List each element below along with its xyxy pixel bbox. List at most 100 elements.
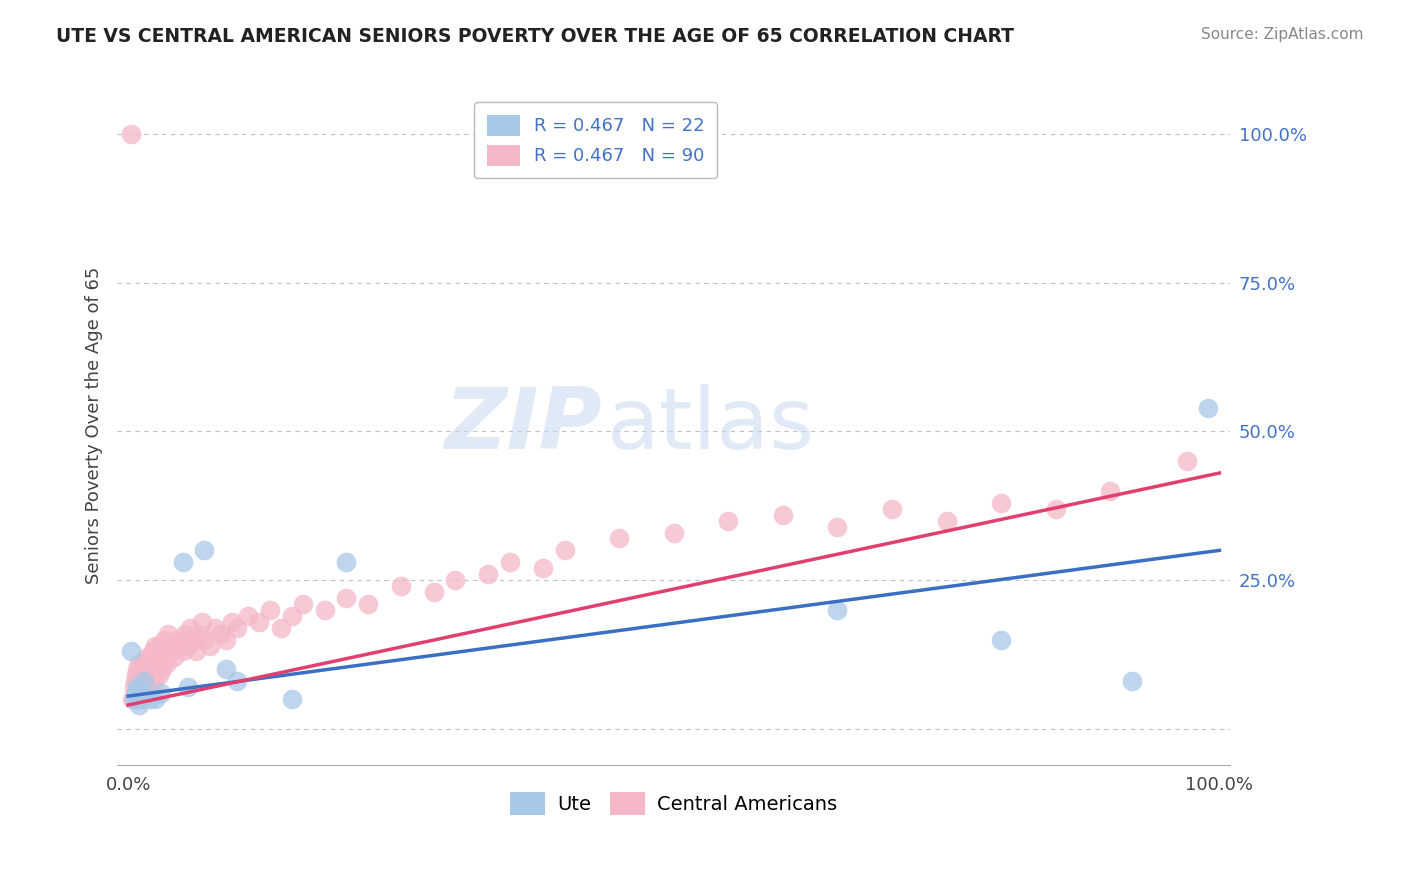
Point	[281, 608, 304, 623]
Point	[499, 555, 522, 569]
Point	[125, 680, 148, 694]
Point	[139, 674, 162, 689]
Point	[183, 632, 205, 647]
Point	[193, 543, 215, 558]
Point	[150, 662, 173, 676]
Point	[141, 668, 163, 682]
Point	[139, 692, 162, 706]
Point	[149, 657, 172, 671]
Point	[827, 603, 849, 617]
Point	[149, 686, 172, 700]
Point	[209, 626, 232, 640]
Point	[662, 525, 685, 540]
Legend: Ute, Central Americans: Ute, Central Americans	[502, 785, 845, 822]
Point	[139, 662, 162, 676]
Point	[281, 692, 304, 706]
Point	[128, 698, 150, 712]
Point	[122, 692, 145, 706]
Point	[155, 650, 177, 665]
Point	[177, 680, 200, 694]
Point	[184, 644, 207, 658]
Point	[314, 603, 336, 617]
Point	[198, 639, 221, 653]
Point	[172, 644, 194, 658]
Point	[146, 650, 169, 665]
Point	[554, 543, 576, 558]
Point	[335, 591, 357, 605]
Point	[143, 674, 166, 689]
Point	[204, 621, 226, 635]
Y-axis label: Seniors Poverty Over the Age of 65: Seniors Poverty Over the Age of 65	[86, 267, 103, 584]
Text: UTE VS CENTRAL AMERICAN SENIORS POVERTY OVER THE AGE OF 65 CORRELATION CHART: UTE VS CENTRAL AMERICAN SENIORS POVERTY …	[56, 27, 1014, 45]
Point	[128, 657, 150, 671]
Point	[335, 555, 357, 569]
Point	[177, 639, 200, 653]
Point	[270, 621, 292, 635]
Point	[122, 680, 145, 694]
Point	[127, 686, 149, 700]
Point	[422, 585, 444, 599]
Point	[444, 573, 467, 587]
Point	[145, 662, 167, 676]
Point	[193, 632, 215, 647]
Point	[1121, 674, 1143, 689]
Point	[772, 508, 794, 522]
Point	[134, 680, 156, 694]
Point	[247, 615, 270, 629]
Point	[827, 519, 849, 533]
Point	[191, 615, 214, 629]
Point	[880, 501, 903, 516]
Point	[1099, 483, 1122, 498]
Point	[142, 644, 165, 658]
Point	[136, 657, 159, 671]
Point	[259, 603, 281, 617]
Point	[135, 650, 157, 665]
Point	[145, 639, 167, 653]
Point	[139, 650, 162, 665]
Point	[132, 674, 155, 689]
Point	[169, 639, 191, 653]
Point	[166, 632, 188, 647]
Point	[131, 686, 153, 700]
Point	[120, 127, 142, 141]
Point	[125, 686, 148, 700]
Point	[215, 662, 238, 676]
Point	[129, 680, 152, 694]
Point	[125, 680, 148, 694]
Point	[990, 496, 1012, 510]
Point	[124, 674, 146, 689]
Text: ZIP: ZIP	[444, 384, 602, 467]
Point	[188, 626, 211, 640]
Point	[131, 692, 153, 706]
Point	[131, 657, 153, 671]
Point	[138, 668, 160, 682]
Point	[121, 692, 143, 706]
Point	[134, 674, 156, 689]
Point	[990, 632, 1012, 647]
Point	[179, 621, 201, 635]
Point	[172, 555, 194, 569]
Point	[1198, 401, 1220, 415]
Point	[163, 650, 186, 665]
Point	[157, 626, 180, 640]
Point	[129, 668, 152, 682]
Point	[153, 632, 176, 647]
Point	[389, 579, 412, 593]
Point	[221, 615, 243, 629]
Point	[152, 644, 174, 658]
Text: Source: ZipAtlas.com: Source: ZipAtlas.com	[1201, 27, 1364, 42]
Point	[125, 662, 148, 676]
Point	[531, 561, 554, 575]
Point	[717, 514, 740, 528]
Point	[236, 608, 259, 623]
Point	[1175, 454, 1198, 468]
Point	[215, 632, 238, 647]
Point	[156, 657, 179, 671]
Point	[148, 668, 170, 682]
Point	[607, 532, 630, 546]
Point	[226, 621, 249, 635]
Point	[149, 639, 172, 653]
Point	[357, 597, 380, 611]
Point	[1045, 501, 1067, 516]
Point	[145, 692, 167, 706]
